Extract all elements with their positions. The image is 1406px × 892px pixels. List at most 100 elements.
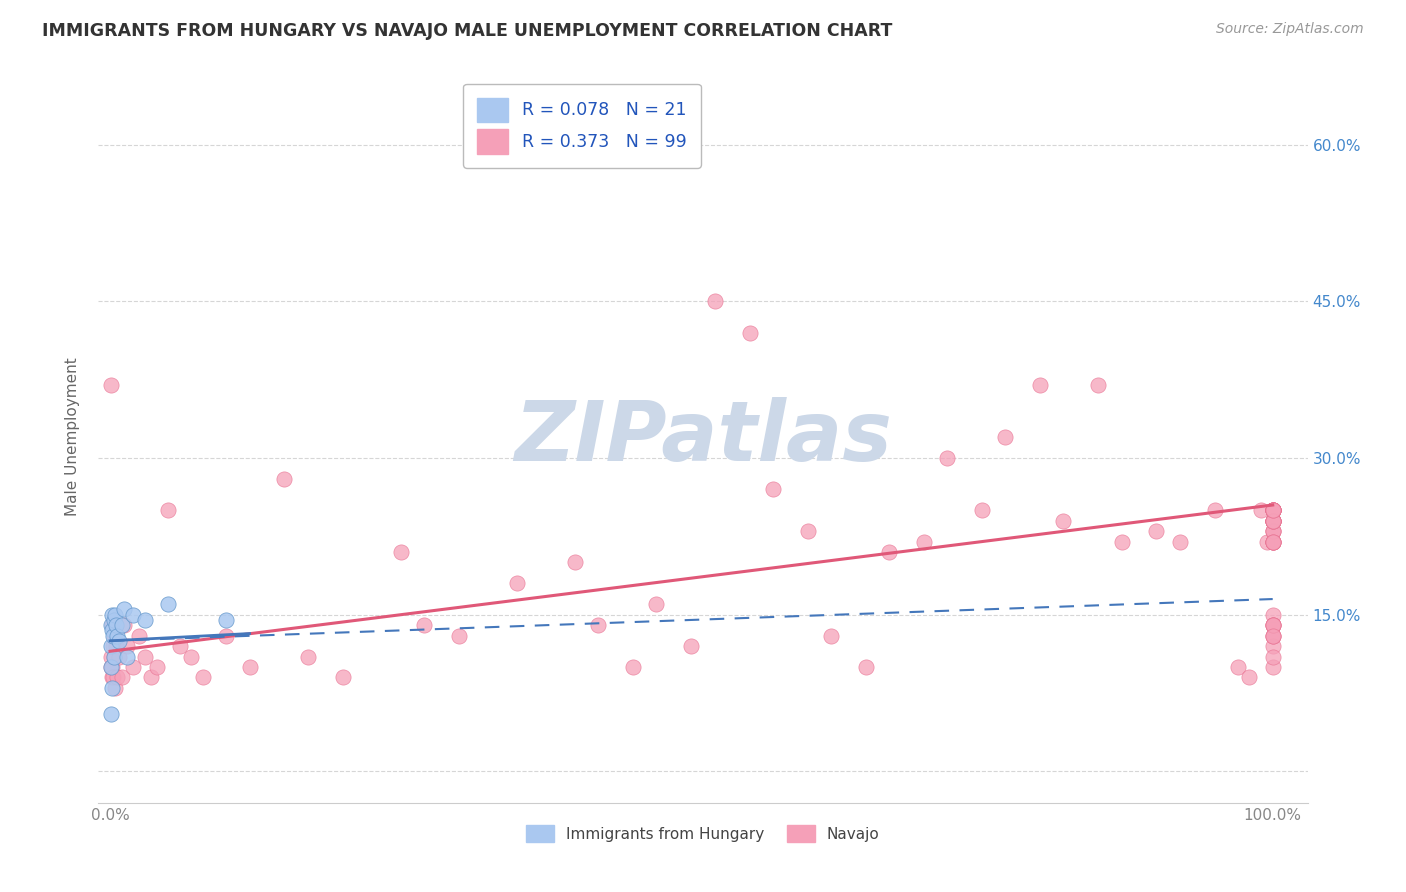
Point: [104, 607, 127, 622]
Point: [112, 602, 135, 616]
Point: [1261, 639, 1284, 653]
Point: [117, 639, 139, 653]
Text: IMMIGRANTS FROM HUNGARY VS NAVAJO MALE UNEMPLOYMENT CORRELATION CHART: IMMIGRANTS FROM HUNGARY VS NAVAJO MALE U…: [42, 22, 893, 40]
Point: [1261, 534, 1284, 549]
Point: [104, 639, 127, 653]
Point: [970, 503, 993, 517]
Point: [1261, 649, 1284, 664]
Point: [1261, 524, 1284, 538]
Point: [1261, 503, 1284, 517]
Point: [100, 639, 122, 653]
Point: [111, 618, 134, 632]
Point: [134, 649, 156, 664]
Point: [1261, 503, 1284, 517]
Point: [139, 670, 162, 684]
Point: [108, 633, 131, 648]
Point: [1261, 629, 1284, 643]
Point: [117, 649, 139, 664]
Point: [101, 629, 124, 643]
Point: [1261, 629, 1284, 643]
Point: [1052, 514, 1074, 528]
Point: [100, 660, 122, 674]
Point: [1250, 503, 1272, 517]
Point: [1261, 514, 1284, 528]
Point: [100, 377, 122, 392]
Point: [506, 576, 529, 591]
Point: [1261, 534, 1284, 549]
Point: [1261, 514, 1284, 528]
Point: [1144, 524, 1167, 538]
Point: [1261, 618, 1284, 632]
Point: [108, 649, 131, 664]
Point: [1239, 670, 1261, 684]
Point: [100, 660, 122, 674]
Point: [100, 649, 122, 664]
Point: [103, 629, 125, 643]
Point: [100, 618, 122, 632]
Point: [180, 649, 202, 664]
Point: [1261, 514, 1284, 528]
Point: [134, 613, 156, 627]
Point: [1261, 503, 1284, 517]
Point: [1256, 534, 1278, 549]
Y-axis label: Male Unemployment: Male Unemployment: [65, 358, 80, 516]
Point: [1261, 524, 1284, 538]
Point: [101, 681, 124, 695]
Point: [912, 534, 935, 549]
Point: [112, 618, 135, 632]
Point: [100, 706, 122, 721]
Point: [1261, 514, 1284, 528]
Point: [1261, 524, 1284, 538]
Point: [169, 639, 191, 653]
Point: [1261, 607, 1284, 622]
Point: [101, 624, 124, 638]
Point: [1261, 503, 1284, 517]
Point: [1261, 514, 1284, 528]
Point: [564, 556, 586, 570]
Point: [588, 618, 610, 632]
Point: [128, 629, 150, 643]
Point: [820, 629, 842, 643]
Point: [101, 670, 124, 684]
Point: [1111, 534, 1133, 549]
Point: [104, 681, 127, 695]
Point: [1204, 503, 1226, 517]
Point: [877, 545, 900, 559]
Point: [105, 629, 128, 643]
Point: [1029, 377, 1052, 392]
Point: [111, 670, 134, 684]
Point: [1261, 503, 1284, 517]
Point: [1261, 514, 1284, 528]
Point: [101, 607, 124, 622]
Point: [738, 326, 761, 340]
Point: [297, 649, 319, 664]
Point: [389, 545, 412, 559]
Point: [1261, 629, 1284, 643]
Point: [191, 670, 214, 684]
Point: [447, 629, 470, 643]
Point: [1261, 503, 1284, 517]
Point: [1261, 514, 1284, 528]
Point: [1226, 660, 1249, 674]
Point: [1261, 618, 1284, 632]
Point: [1261, 618, 1284, 632]
Point: [621, 660, 644, 674]
Point: [101, 618, 124, 632]
Point: [1168, 534, 1191, 549]
Point: [703, 294, 725, 309]
Point: [101, 670, 124, 684]
Point: [796, 524, 818, 538]
Point: [145, 660, 167, 674]
Point: [762, 483, 785, 497]
Point: [1261, 503, 1284, 517]
Point: [1261, 618, 1284, 632]
Point: [101, 639, 124, 653]
Point: [681, 639, 703, 653]
Point: [1087, 377, 1109, 392]
Point: [157, 597, 180, 611]
Point: [1261, 503, 1284, 517]
Point: [103, 649, 125, 664]
Point: [1261, 503, 1284, 517]
Point: [1261, 660, 1284, 674]
Point: [104, 618, 127, 632]
